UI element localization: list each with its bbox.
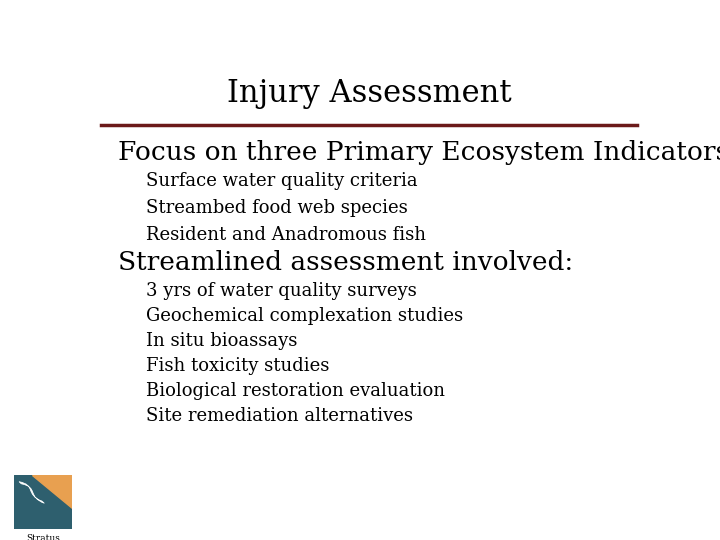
PathPatch shape <box>19 482 45 503</box>
Text: Geochemical complexation studies: Geochemical complexation studies <box>145 307 463 326</box>
Text: Biological restoration evaluation: Biological restoration evaluation <box>145 382 445 400</box>
Text: Streamlined assessment involved:: Streamlined assessment involved: <box>118 250 573 275</box>
Text: In situ bioassays: In situ bioassays <box>145 332 297 350</box>
Polygon shape <box>32 475 72 508</box>
Text: Resident and Anadromous fish: Resident and Anadromous fish <box>145 226 426 244</box>
Text: Fish toxicity studies: Fish toxicity studies <box>145 357 329 375</box>
Text: Focus on three Primary Ecosystem Indicators - Metrics: Focus on three Primary Ecosystem Indicat… <box>118 140 720 165</box>
Text: Site remediation alternatives: Site remediation alternatives <box>145 407 413 425</box>
Text: Injury Assessment: Injury Assessment <box>227 78 511 110</box>
Text: Surface water quality criteria: Surface water quality criteria <box>145 172 418 190</box>
Text: Streambed food web species: Streambed food web species <box>145 199 408 217</box>
Text: Stratus: Stratus <box>26 534 60 540</box>
Text: 3 yrs of water quality surveys: 3 yrs of water quality surveys <box>145 282 417 300</box>
